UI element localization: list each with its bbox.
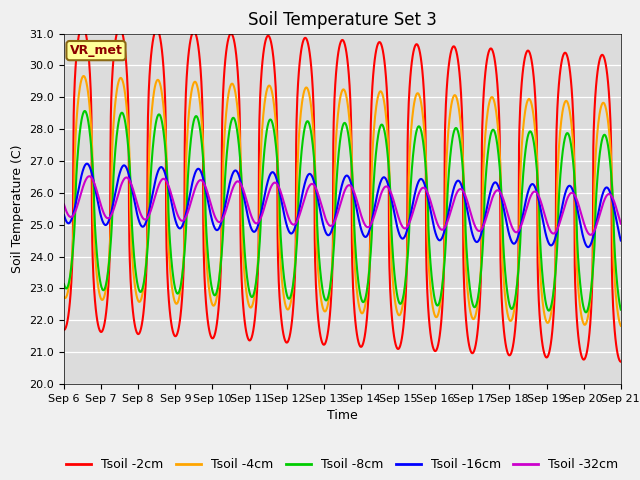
Tsoil -8cm bbox=[60, 281, 68, 287]
Line: Tsoil -4cm: Tsoil -4cm bbox=[64, 76, 621, 326]
Tsoil -4cm bbox=[246, 305, 254, 311]
Tsoil -8cm bbox=[171, 283, 179, 289]
Tsoil -32cm bbox=[502, 204, 509, 210]
Tsoil -16cm bbox=[584, 244, 592, 250]
Tsoil -32cm bbox=[184, 208, 192, 214]
Tsoil -4cm bbox=[184, 119, 192, 124]
Tsoil -16cm bbox=[617, 238, 625, 243]
Tsoil -32cm bbox=[85, 173, 93, 179]
Tsoil -32cm bbox=[60, 202, 68, 207]
Line: Tsoil -32cm: Tsoil -32cm bbox=[64, 176, 621, 235]
Tsoil -16cm bbox=[246, 224, 254, 229]
Tsoil -32cm bbox=[551, 230, 559, 236]
Tsoil -8cm bbox=[429, 287, 437, 292]
Tsoil -4cm bbox=[617, 323, 625, 329]
Tsoil -16cm bbox=[184, 200, 192, 206]
Tsoil -8cm bbox=[502, 277, 509, 283]
Tsoil -8cm bbox=[246, 292, 254, 298]
Tsoil -2cm bbox=[171, 333, 179, 339]
Tsoil -16cm bbox=[551, 236, 559, 242]
Y-axis label: Soil Temperature (C): Soil Temperature (C) bbox=[11, 144, 24, 273]
Tsoil -32cm bbox=[246, 211, 254, 216]
Tsoil -8cm bbox=[582, 310, 590, 315]
Tsoil -2cm bbox=[184, 55, 192, 60]
Tsoil -8cm bbox=[81, 108, 89, 114]
Tsoil -32cm bbox=[171, 203, 179, 209]
Title: Soil Temperature Set 3: Soil Temperature Set 3 bbox=[248, 11, 437, 29]
Tsoil -16cm bbox=[171, 215, 179, 220]
Tsoil -4cm bbox=[429, 306, 437, 312]
Tsoil -2cm bbox=[60, 327, 68, 333]
Tsoil -2cm bbox=[79, 22, 86, 28]
Tsoil -4cm bbox=[171, 299, 179, 304]
Tsoil -16cm bbox=[502, 217, 509, 223]
Tsoil -4cm bbox=[502, 300, 509, 306]
Line: Tsoil -16cm: Tsoil -16cm bbox=[64, 164, 621, 247]
X-axis label: Time: Time bbox=[327, 409, 358, 422]
Tsoil -32cm bbox=[429, 207, 437, 213]
Tsoil -2cm bbox=[551, 281, 559, 287]
Tsoil -16cm bbox=[83, 161, 91, 167]
Line: Tsoil -8cm: Tsoil -8cm bbox=[64, 111, 621, 312]
Tsoil -32cm bbox=[587, 232, 595, 238]
Tsoil -8cm bbox=[184, 169, 192, 175]
Tsoil -8cm bbox=[617, 307, 625, 312]
Tsoil -4cm bbox=[60, 294, 68, 300]
Tsoil -4cm bbox=[551, 271, 559, 277]
Tsoil -2cm bbox=[429, 345, 437, 351]
Tsoil -32cm bbox=[617, 221, 625, 227]
Text: VR_met: VR_met bbox=[70, 44, 122, 57]
Tsoil -2cm bbox=[617, 359, 625, 365]
Legend: Tsoil -2cm, Tsoil -4cm, Tsoil -8cm, Tsoil -16cm, Tsoil -32cm: Tsoil -2cm, Tsoil -4cm, Tsoil -8cm, Tsoi… bbox=[61, 453, 623, 476]
Tsoil -16cm bbox=[429, 221, 437, 227]
Tsoil -2cm bbox=[246, 337, 254, 343]
Tsoil -16cm bbox=[60, 212, 68, 218]
Tsoil -4cm bbox=[80, 73, 88, 79]
Tsoil -8cm bbox=[551, 275, 559, 280]
Tsoil -2cm bbox=[502, 343, 509, 348]
Line: Tsoil -2cm: Tsoil -2cm bbox=[64, 25, 621, 362]
